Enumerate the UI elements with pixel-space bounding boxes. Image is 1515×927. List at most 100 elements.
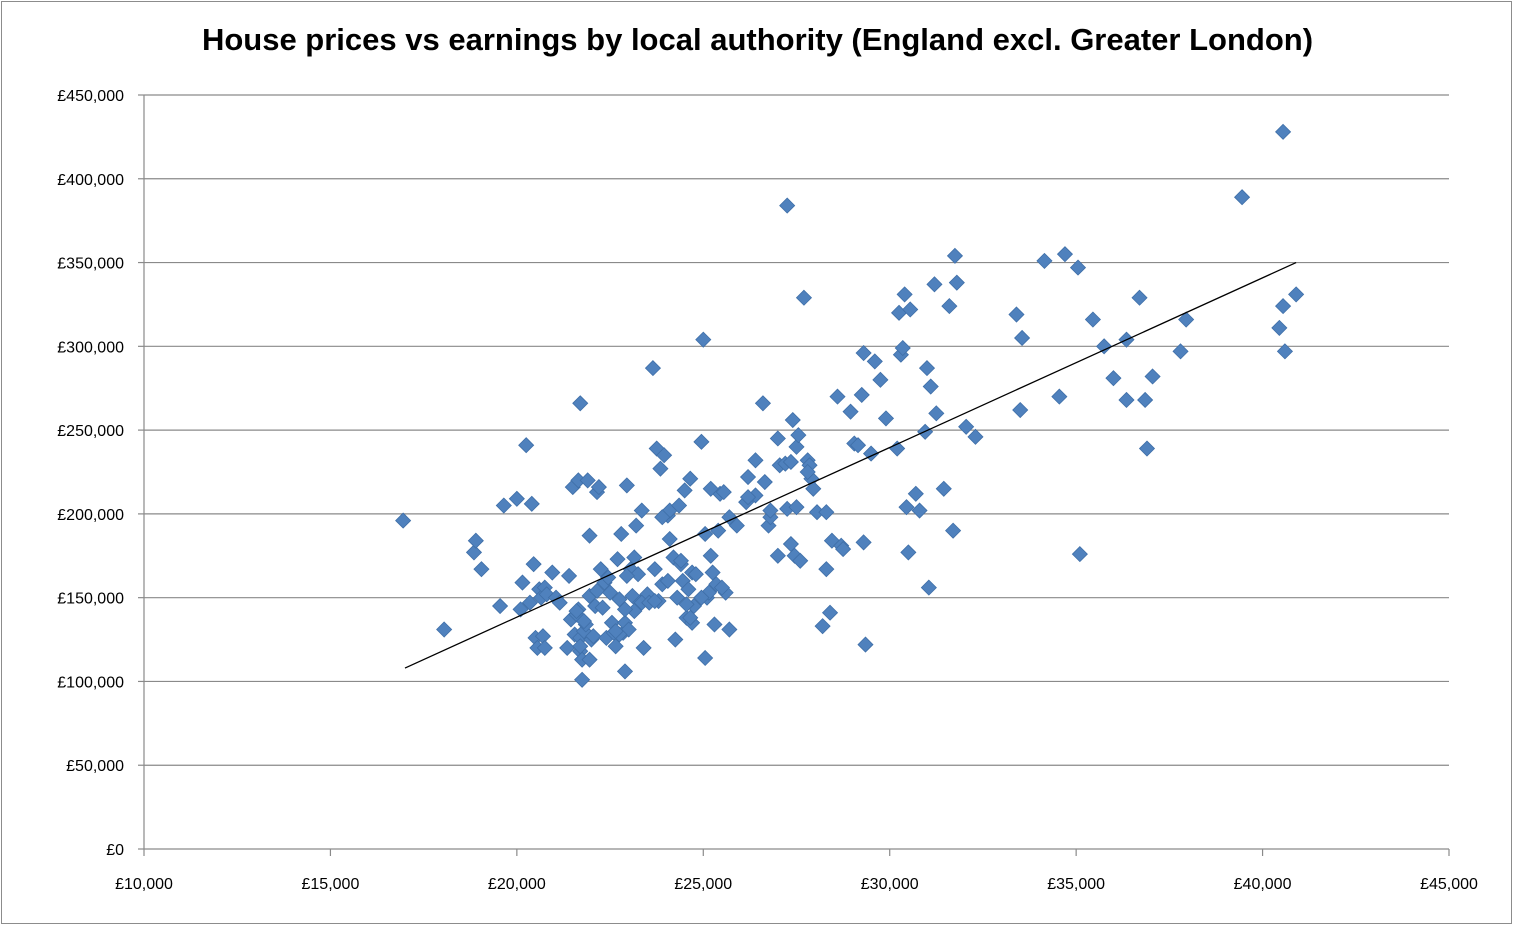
data-point [574,671,591,688]
data-point [829,388,846,405]
data-point [1288,286,1305,303]
data-point [633,502,650,519]
y-tick-label: £0 [106,842,124,859]
data-point [609,551,626,568]
data-point [518,437,535,454]
data-point [560,567,578,584]
x-tick-label: £25,000 [674,876,732,893]
data-point [898,499,915,516]
data-point [1137,391,1154,409]
data-point [654,509,671,526]
data-point [818,561,835,578]
data-point [1271,319,1288,336]
data-point [676,482,693,499]
gridlines [144,94,1449,766]
data-point [896,286,913,303]
data-point [739,489,757,506]
data-point [508,490,525,507]
data-point [1144,368,1161,385]
data-point [678,596,695,613]
data-point [492,597,509,615]
y-tick-label: £50,000 [66,758,124,775]
data-point [799,463,816,481]
data-point [704,564,721,581]
data-point [849,437,867,454]
data-point [1233,189,1251,206]
x-tick-label: £30,000 [861,876,919,893]
y-tick-label: £100,000 [57,674,124,691]
y-tick-label: £150,000 [57,591,124,608]
data-point [795,289,813,306]
data-point [769,547,786,564]
data-point [1096,338,1113,355]
data-point [902,301,919,318]
data-point [762,502,779,519]
data-point [652,460,669,477]
trendline-group [404,261,1297,669]
data-point [1118,391,1135,409]
data-point [784,411,801,429]
data-point [579,472,596,489]
data-point [575,613,593,630]
data-point [1071,546,1088,563]
data-point [769,430,786,447]
data-point [782,453,799,471]
y-tick-label: £200,000 [57,507,124,524]
data-point [728,517,745,534]
data-point [918,360,936,377]
data-point [613,525,630,543]
data-point [754,395,772,412]
data-point [900,544,917,561]
data-point [788,499,805,516]
data-point [473,561,490,578]
x-tick-label: £40,000 [1234,876,1292,893]
data-point [495,497,512,514]
data-point [646,561,663,578]
data-point [590,479,607,496]
data-point [1172,343,1189,360]
data-point [702,480,719,497]
data-point [672,552,689,569]
x-tick-label: £45,000 [1420,876,1478,893]
data-point [607,623,624,640]
data-point [706,616,723,633]
data-point [790,427,807,444]
data-point [602,584,619,601]
data-point [877,410,895,427]
data-point [644,360,662,377]
data-point [967,428,984,445]
data-point [523,495,540,512]
data-point [1014,329,1031,347]
y-axis-tick-labels: £0 £50,000 £100,000 £150,000 £200,000 £250,00… [57,88,124,859]
data-point [521,594,538,611]
data-point [592,561,609,578]
data-point [1008,306,1025,323]
x-axis-tick-labels: £10,000 £15,000 £20,000 £25,000 £30,000 £35,0… [115,876,1478,893]
data-point [659,572,676,589]
trendline [404,261,1297,669]
x-tick-label: £15,000 [302,876,360,893]
axes [138,94,1450,856]
data-point [814,618,831,635]
data-point [853,386,870,403]
data-point [792,552,809,569]
data-point [697,649,714,667]
x-tick-label: £35,000 [1047,876,1105,893]
data-point [618,477,635,494]
data-point [842,403,859,420]
data-point [1084,311,1101,328]
data-point [945,522,962,539]
data-point [661,530,678,548]
data-point [693,589,710,606]
data-point [1051,388,1068,405]
data-point [1069,259,1087,276]
data-point [911,502,928,519]
data-point [779,197,796,214]
data-point [680,581,697,598]
data-point [465,544,483,561]
y-tick-label: £250,000 [57,423,124,440]
data-point [926,276,943,293]
data-point [436,621,453,638]
chart-title: House prices vs earnings by local author… [201,22,1314,57]
data-point [941,298,958,315]
